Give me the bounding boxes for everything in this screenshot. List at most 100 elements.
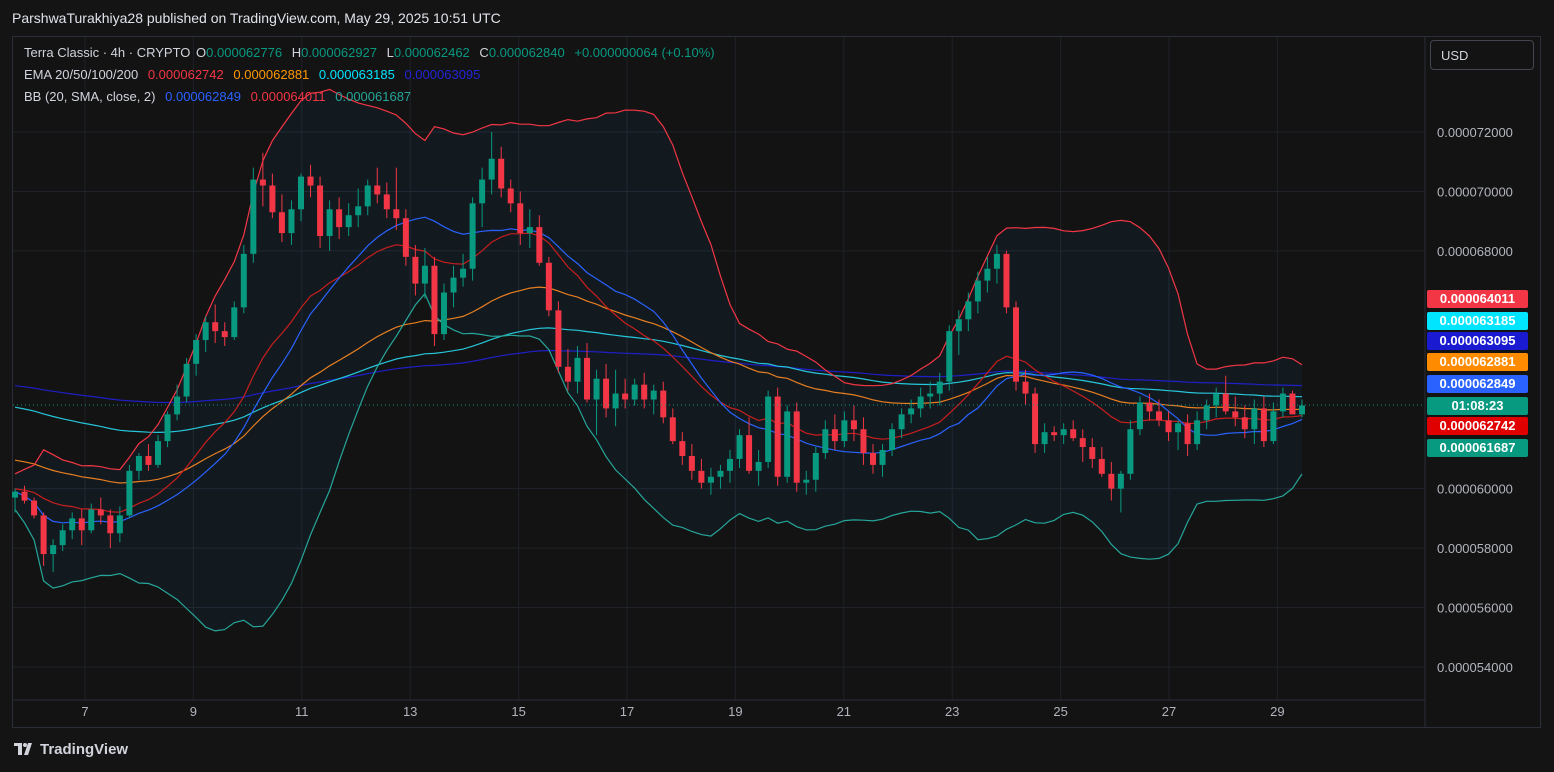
y-tick-label: 0.000060000 xyxy=(1437,482,1513,497)
candle-down xyxy=(555,310,562,367)
candle-down xyxy=(31,500,38,516)
candle-up xyxy=(421,265,428,284)
candle-down xyxy=(1022,381,1029,394)
candle-down xyxy=(679,441,686,456)
candle-up xyxy=(707,476,714,483)
price-tag: 0.000061687 xyxy=(1427,439,1528,457)
candle-up xyxy=(450,277,457,293)
candle-up xyxy=(12,491,18,498)
candle-up xyxy=(164,414,171,442)
price-tag: 0.000064011 xyxy=(1427,290,1528,308)
candle-up xyxy=(441,292,447,335)
candle-down xyxy=(1079,438,1086,448)
candle-down xyxy=(1051,432,1058,436)
ema20-line xyxy=(14,232,1303,513)
x-tick-label: 29 xyxy=(1270,704,1284,719)
candle-up xyxy=(345,215,352,228)
candles xyxy=(12,132,1305,572)
candle-up xyxy=(784,411,791,477)
candle-up xyxy=(1279,393,1286,412)
candle-up xyxy=(717,470,724,477)
candle-up xyxy=(736,435,743,459)
candle-up xyxy=(193,340,200,364)
candle-down xyxy=(412,256,419,284)
price-axis: 0.000054000 0.000056000 0.000058000 0.00006… xyxy=(1437,125,1513,675)
legend-bb-line[interactable]: BB (20, SMA, close, 2) 0.000062849 0.000… xyxy=(24,89,417,104)
bb-basis-value: 0.000062849 xyxy=(165,89,242,104)
x-tick-label: 11 xyxy=(295,704,309,719)
candle-down xyxy=(1232,411,1239,418)
candle-down xyxy=(584,357,590,400)
candle-up xyxy=(984,268,991,281)
x-tick-label: 27 xyxy=(1162,704,1176,719)
candle-up xyxy=(1203,405,1210,421)
candle-down xyxy=(21,491,28,501)
candle-down xyxy=(221,331,228,338)
candle-down xyxy=(688,455,695,471)
x-tick-label: 13 xyxy=(403,704,417,719)
candle-down xyxy=(507,188,514,204)
candle-down xyxy=(383,194,390,210)
price-tag: 0.000063185 xyxy=(1427,312,1528,330)
bb-lower-value: 0.000061687 xyxy=(335,89,412,104)
x-tick-label: 23 xyxy=(945,704,959,719)
candle-down xyxy=(145,455,152,465)
candle-up xyxy=(155,441,161,465)
low-value: 0.000062462 xyxy=(393,45,470,60)
indicator-lines xyxy=(14,88,1303,632)
candle-down xyxy=(393,209,400,219)
candle-down xyxy=(603,378,610,409)
candle-up xyxy=(1270,411,1277,442)
close-value: 0.000062840 xyxy=(488,45,565,60)
bb-fill-area xyxy=(15,89,1302,631)
chart-grid xyxy=(13,37,1426,727)
candle-up xyxy=(288,209,295,234)
candle-up xyxy=(298,176,304,210)
candle-down xyxy=(622,393,629,400)
candle-up xyxy=(993,253,1000,269)
currency-button[interactable]: USD xyxy=(1430,40,1534,70)
candle-down xyxy=(1146,402,1153,412)
high-value: 0.000062927 xyxy=(301,45,378,60)
candle-up xyxy=(755,461,762,471)
y-tick-label: 0.000070000 xyxy=(1437,184,1513,199)
candle-up xyxy=(1213,393,1220,406)
candle-up xyxy=(1060,429,1067,436)
candle-down xyxy=(669,417,676,442)
candle-down xyxy=(746,435,753,471)
candle-up xyxy=(126,470,133,516)
y-tick-label: 0.000058000 xyxy=(1437,541,1513,556)
tradingview-wordmark: TradingView xyxy=(40,741,129,758)
candle-up xyxy=(469,203,476,269)
legend-ema-line[interactable]: EMA 20/50/100/200 0.000062742 0.00006288… xyxy=(24,67,486,82)
candle-up xyxy=(59,530,66,546)
tradingview-brand[interactable]: TradingView xyxy=(14,741,128,759)
candle-down xyxy=(536,227,543,263)
ema200-line xyxy=(14,349,1303,404)
candle-down xyxy=(1089,447,1096,459)
high-label: H xyxy=(291,45,302,60)
candle-up xyxy=(240,253,247,308)
candle-up xyxy=(50,545,57,555)
candle-up xyxy=(974,280,981,302)
candle-down xyxy=(498,158,505,189)
candle-down xyxy=(850,420,857,430)
candle-up xyxy=(917,396,924,409)
candle-down xyxy=(269,185,276,213)
candle-up xyxy=(803,479,810,483)
ema100-line xyxy=(14,327,1303,434)
candle-down xyxy=(517,203,524,234)
open-label: O xyxy=(196,45,207,60)
candle-down xyxy=(1289,393,1296,415)
price-tag: 0.000062881 xyxy=(1427,353,1528,371)
symbol-name[interactable]: Terra Classic · 4h · CRYPTO xyxy=(24,45,191,60)
candle-up xyxy=(812,453,819,480)
candle-down xyxy=(374,185,381,195)
candle-up xyxy=(1194,420,1201,445)
candle-down xyxy=(1260,408,1267,442)
candle-down xyxy=(870,453,876,465)
ema20-value: 0.000062742 xyxy=(147,67,224,82)
candle-down xyxy=(278,212,285,234)
time-axis: 7 9 11 13 15 17 19 21 23 25 27 29 xyxy=(81,704,1284,719)
